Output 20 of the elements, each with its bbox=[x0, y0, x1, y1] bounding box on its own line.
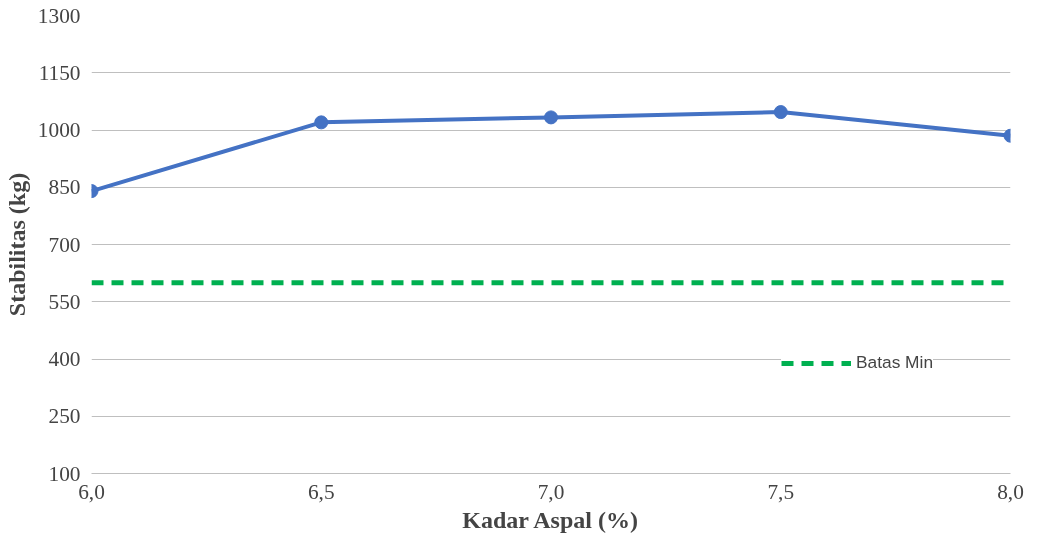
y-tick-label: 400 bbox=[48, 347, 81, 371]
point bbox=[773, 105, 788, 120]
y-tick-label: 1000 bbox=[37, 118, 81, 142]
y-tick-label: 100 bbox=[48, 461, 81, 486]
x-tick-label: 6,5 bbox=[307, 479, 335, 504]
y-tick-label: 850 bbox=[48, 175, 81, 200]
point bbox=[544, 110, 558, 125]
y-axis-title: Stabilitas (kg) bbox=[3, 172, 30, 317]
x-axis-title: Kadar Aspal (%) bbox=[462, 506, 638, 533]
y-tick-label: 1300 bbox=[37, 3, 81, 28]
y-tick-label: 250 bbox=[48, 404, 81, 429]
point bbox=[314, 115, 329, 130]
x-tick-label: 7,0 bbox=[537, 479, 565, 504]
y-tick-label: 700 bbox=[48, 232, 81, 257]
y-tick-label: 1150 bbox=[38, 60, 81, 85]
x-tick-label: 7,5 bbox=[767, 479, 795, 504]
y-tick-label: 550 bbox=[48, 289, 81, 314]
legend-label: Batas Min bbox=[856, 352, 934, 373]
x-tick-label: 6,0 bbox=[78, 479, 105, 504]
x-tick-label: 8,0 bbox=[997, 479, 1024, 504]
